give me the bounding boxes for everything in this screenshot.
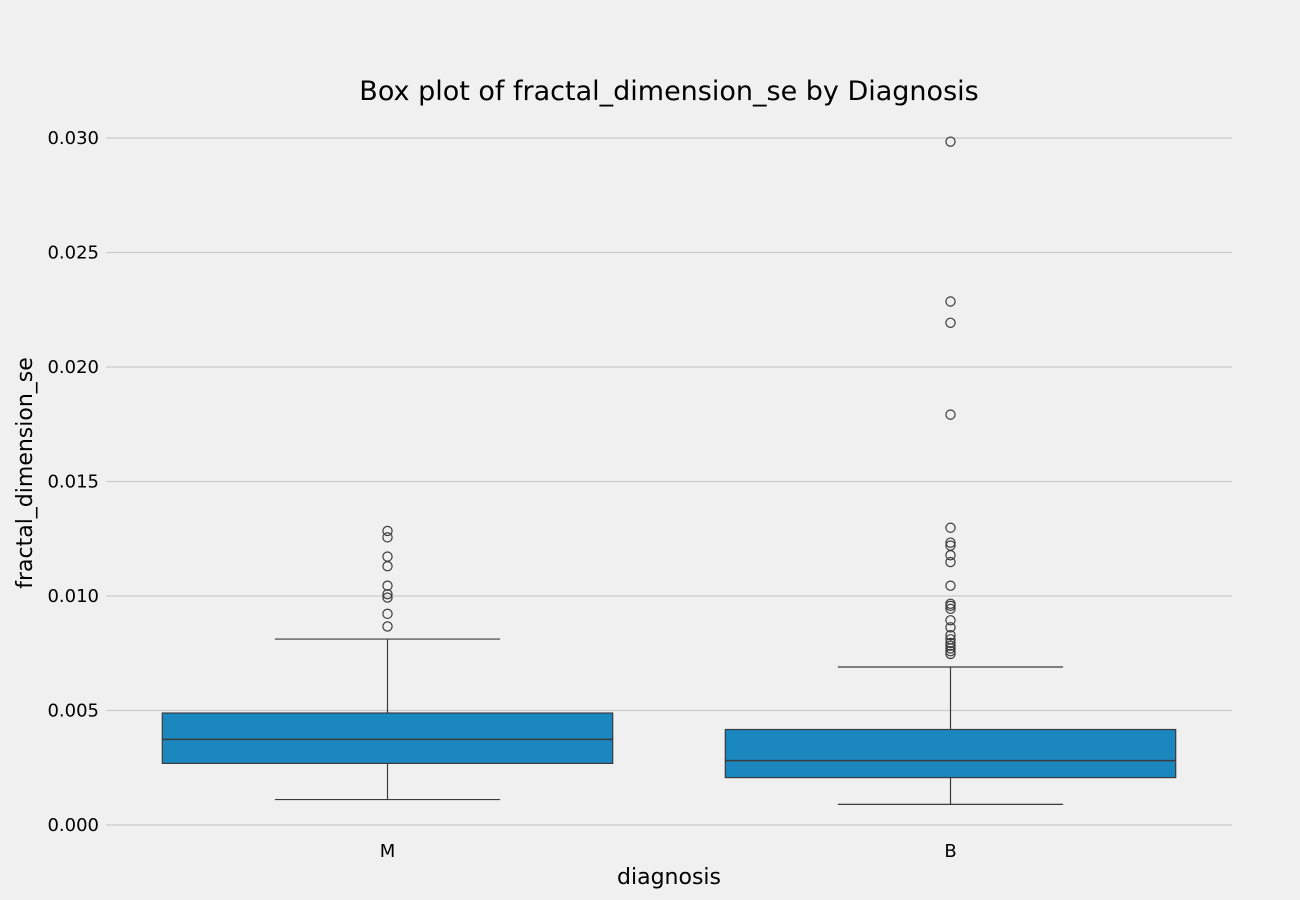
box-group-B <box>724 136 1177 805</box>
outlier-point <box>945 615 956 626</box>
outlier-point <box>945 600 956 612</box>
outlier-point <box>945 409 956 420</box>
outlier-point <box>382 588 393 600</box>
x-tick-label: M <box>380 841 396 862</box>
y-tick-label: 0.010 <box>47 586 99 607</box>
outlier-point <box>382 592 393 603</box>
y-tick-label: 0.000 <box>47 815 99 836</box>
y-tick-label: 0.020 <box>47 357 99 378</box>
outlier-point <box>945 629 956 641</box>
y-tick-label: 0.015 <box>47 472 99 493</box>
outlier-point <box>945 317 956 329</box>
x-tick-label: B <box>944 841 956 862</box>
outlier-point <box>945 580 956 591</box>
outlier-point <box>945 296 956 307</box>
y-tick-label: 0.030 <box>47 128 99 149</box>
y-tick-labels: 0.000 0.005 0.010 0.015 0.020 0.025 0.030 <box>47 128 99 836</box>
outlier-point <box>945 648 956 660</box>
boxes <box>161 136 1177 805</box>
outlier-point <box>945 556 956 568</box>
box-group-M <box>161 525 614 801</box>
outlier-point <box>382 561 393 572</box>
x-axis-label: diagnosis <box>617 865 721 890</box>
outlier-point <box>382 621 393 632</box>
outlier-point <box>945 622 956 633</box>
grid-lines <box>106 137 1232 826</box>
y-tick-label: 0.025 <box>47 243 99 264</box>
outlier-point <box>382 525 393 537</box>
outlier-point <box>945 645 956 657</box>
outlier-point <box>945 637 956 649</box>
outlier-point <box>945 136 956 147</box>
iqr-box <box>161 712 614 764</box>
outlier-point <box>945 643 956 654</box>
chart-title: Box plot of fractal_dimension_se by Diag… <box>359 76 978 107</box>
outlier-point <box>945 537 956 548</box>
outlier-point <box>945 640 956 651</box>
outlier-point <box>945 603 956 615</box>
outlier-point <box>382 532 393 543</box>
y-tick-label: 0.005 <box>47 701 99 722</box>
outlier-point <box>382 580 393 591</box>
y-axis-label: fractal_dimension_se <box>13 357 38 589</box>
iqr-box <box>724 728 1177 779</box>
outlier-point <box>382 608 393 620</box>
outlier-point <box>945 550 956 561</box>
outlier-point <box>945 522 956 533</box>
outlier-point <box>382 551 393 562</box>
